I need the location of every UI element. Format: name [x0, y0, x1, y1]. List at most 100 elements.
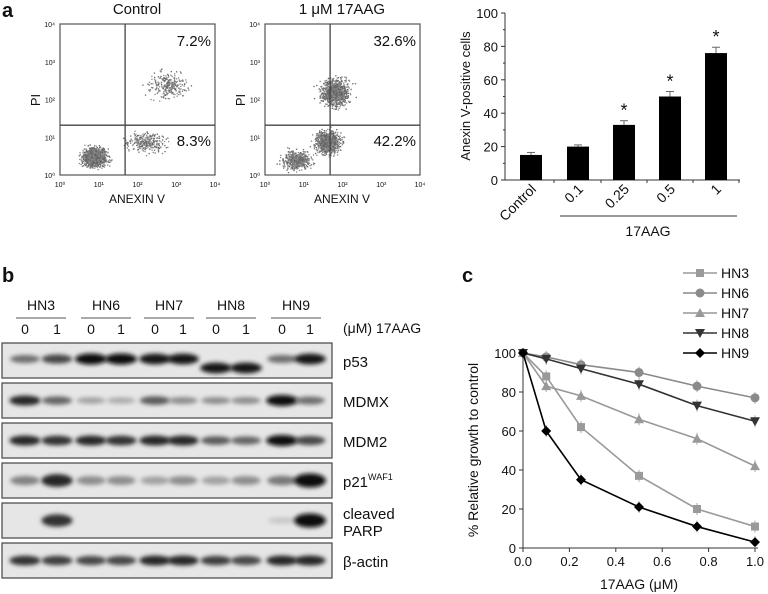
x-tick-label: 10²	[132, 182, 143, 189]
band	[9, 555, 41, 566]
blot-row-p53: p53	[1, 342, 368, 379]
x-tick-label: 10⁴	[210, 182, 221, 189]
marker-triangle-down	[750, 417, 760, 427]
legend-label: HN7	[721, 305, 749, 321]
y-tick-label: 20	[502, 502, 516, 517]
band	[230, 436, 262, 445]
band	[105, 555, 137, 566]
band	[266, 555, 298, 566]
marker-square	[751, 522, 759, 531]
blot-row-actin: β-actin	[1, 542, 388, 579]
band	[9, 395, 41, 406]
y-tick-label: 0	[509, 541, 516, 556]
x-tick-label: 10¹	[299, 182, 310, 189]
protein-label: p21WAF1	[343, 472, 393, 491]
marker-square	[696, 269, 704, 277]
band	[201, 396, 231, 405]
scatter-points	[276, 75, 357, 174]
band	[41, 474, 73, 487]
y-tick-label: 40	[484, 106, 498, 121]
band	[231, 476, 261, 485]
y-tick-label: 10¹	[250, 135, 261, 142]
significance-mark: *	[712, 27, 719, 47]
x-tick-label: 0.2	[560, 554, 578, 569]
x-tick-label: 10³	[171, 182, 182, 189]
legend-item: HN9	[683, 345, 749, 361]
marker-square	[693, 505, 701, 513]
dose-label: 1	[53, 321, 61, 337]
band	[200, 555, 232, 566]
panel-label-b: b	[2, 265, 14, 287]
protein-label: p53	[343, 354, 368, 371]
band	[139, 353, 171, 365]
protein-label: cleaved	[343, 506, 395, 523]
western-blot: (μM) 17AAG HN3 HN6 HN7 HN8 HN9 0 1 0 1 0 1 0 1 0 1 p53 M…	[1, 297, 421, 579]
band	[105, 353, 137, 365]
y-tick-label: 10²	[250, 98, 261, 105]
band	[140, 476, 170, 485]
x-tick-label: 10²	[337, 182, 348, 189]
significance-mark: *	[666, 71, 673, 91]
band	[267, 355, 297, 363]
y-tick-label: 10³	[250, 60, 261, 67]
dose-label: 1	[242, 321, 250, 337]
cell-line-label: HN6	[92, 297, 120, 313]
band	[139, 396, 171, 405]
dose-label: 0	[151, 321, 159, 337]
protein-name: p53	[343, 354, 368, 371]
marker-diamond	[750, 537, 760, 548]
y-tick-label: 80	[484, 39, 498, 54]
flow-ylabel: PI	[233, 94, 248, 106]
marker-square	[577, 423, 585, 432]
plot-frame	[59, 23, 216, 176]
marker-triangle-up	[576, 390, 586, 400]
marker-triangle-up	[750, 461, 760, 471]
legend-item: HN8	[683, 325, 749, 341]
band	[76, 397, 106, 404]
series-line	[522, 352, 756, 423]
band	[231, 396, 261, 405]
marker-diamond	[576, 474, 586, 485]
band	[200, 436, 232, 445]
legend-label: HN9	[721, 345, 749, 361]
dose-unit-label: (μM) 17AAG	[343, 320, 421, 336]
x-tick-label: 0.1	[561, 181, 586, 206]
y-tick-label: 60	[502, 424, 516, 439]
protein-label: MDMX	[343, 394, 389, 411]
flow-title: 1 μM 17AAG	[299, 1, 385, 18]
band	[41, 354, 73, 364]
band	[230, 555, 262, 566]
x-tick-label: 10¹	[94, 182, 105, 189]
y-tick-label: 100	[476, 6, 498, 21]
band	[75, 435, 107, 446]
y-tick-label: 10⁴	[249, 22, 260, 29]
series-hn9	[518, 348, 760, 549]
flow-xlabel: ANEXIN V	[109, 192, 165, 206]
x-tick-label: 1	[707, 181, 724, 198]
line-ylabel: % Relative growth to control	[465, 363, 481, 537]
band	[41, 396, 73, 405]
band	[294, 555, 326, 566]
legend-item: HN6	[683, 285, 749, 301]
bar	[567, 146, 589, 180]
band	[9, 435, 41, 446]
bar-group-label: 17AAG	[625, 223, 670, 239]
dose-label: 0	[212, 321, 220, 337]
marker-triangle-up	[634, 414, 644, 424]
series-line	[522, 352, 756, 467]
flow-xlabel: ANEXIN V	[314, 192, 370, 206]
dose-label: 0	[278, 321, 286, 337]
band	[294, 435, 326, 446]
cell-line-label: HN7	[155, 297, 183, 313]
y-tick-label: 0	[491, 173, 498, 188]
marker-circle	[634, 368, 644, 377]
y-tick-label: 10⁰	[249, 172, 260, 180]
marker-triangle-up	[692, 433, 702, 443]
x-tick-label: 0.8	[700, 554, 718, 569]
protein-label: MDM2	[343, 434, 387, 451]
band	[106, 397, 136, 404]
x-tick-label: 0.5	[653, 181, 678, 206]
